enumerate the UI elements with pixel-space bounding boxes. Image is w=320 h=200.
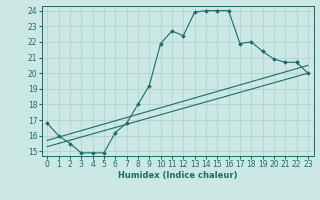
X-axis label: Humidex (Indice chaleur): Humidex (Indice chaleur) [118,171,237,180]
